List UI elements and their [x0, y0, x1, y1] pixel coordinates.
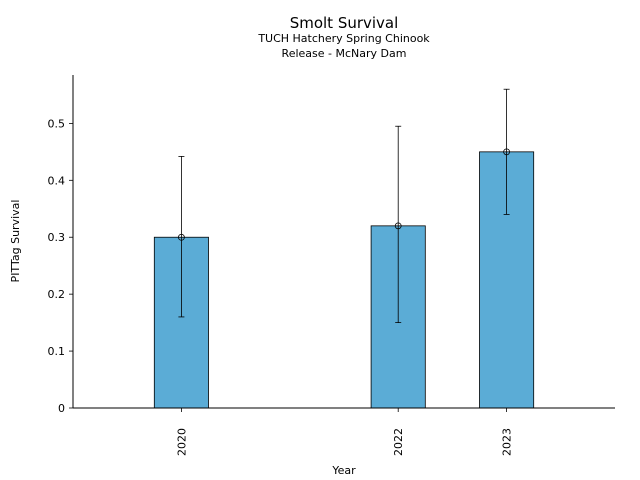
y-tick-label-1: 0.1 — [48, 345, 66, 358]
point-marker-2020 — [177, 233, 185, 241]
y-tick-label-2: 0.2 — [48, 288, 66, 301]
chart-title: Smolt Survival — [290, 14, 399, 32]
y-ticks-group: 0 0.1 0.2 0.3 0.4 0.5 — [48, 117, 73, 415]
x-axis-label: Year — [331, 464, 356, 477]
y-tick-label-4: 0.4 — [48, 174, 66, 187]
y-tick-label-0: 0 — [58, 402, 65, 415]
bars-group — [153, 151, 535, 409]
point-marker-2022 — [394, 222, 402, 230]
x-tick-label-2023: 2023 — [501, 428, 514, 456]
x-ticks-group: 2020 2022 2023 — [175, 408, 514, 456]
x-tick-label-2022: 2022 — [392, 428, 405, 456]
point-marker-2023 — [503, 148, 511, 156]
y-axis-label: PITTag Survival — [9, 200, 22, 283]
y-tick-label-3: 0.3 — [48, 231, 66, 244]
chart-subtitle-line-2: Release - McNary Dam — [282, 47, 407, 60]
error-bars-group — [177, 88, 511, 324]
y-tick-label-5: 0.5 — [48, 117, 66, 130]
x-tick-label-2020: 2020 — [175, 428, 188, 456]
chart-subtitle-line-1: TUCH Hatchery Spring Chinook — [257, 32, 430, 45]
